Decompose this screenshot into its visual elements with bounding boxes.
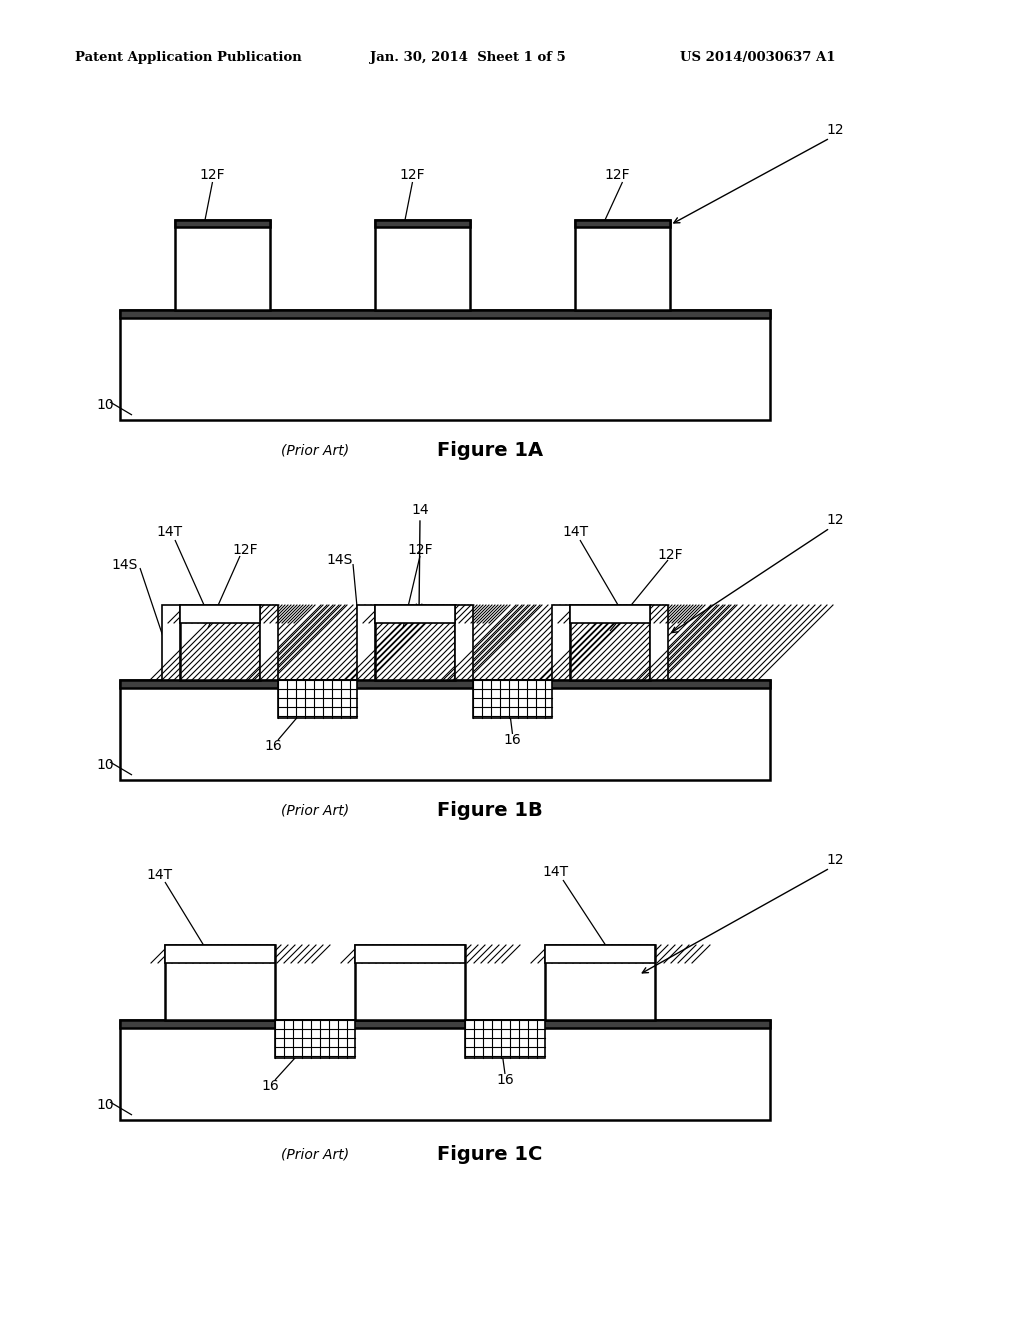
- Bar: [465, 1020, 545, 1059]
- Bar: [162, 605, 180, 680]
- Bar: [375, 605, 455, 680]
- Bar: [355, 945, 465, 964]
- Bar: [120, 1020, 770, 1119]
- Bar: [165, 945, 275, 964]
- Bar: [175, 220, 270, 310]
- Text: (Prior Art): (Prior Art): [281, 1148, 349, 1162]
- Bar: [120, 310, 770, 318]
- Text: 14S: 14S: [112, 558, 138, 572]
- Text: US 2014/0030637 A1: US 2014/0030637 A1: [680, 50, 836, 63]
- Text: (Prior Art): (Prior Art): [281, 444, 349, 457]
- Bar: [465, 1020, 545, 1059]
- Text: Figure 1A: Figure 1A: [437, 441, 543, 459]
- Text: Patent Application Publication: Patent Application Publication: [75, 50, 302, 63]
- Bar: [473, 680, 552, 718]
- Bar: [278, 680, 357, 718]
- Bar: [275, 1020, 355, 1059]
- Text: Figure 1C: Figure 1C: [437, 1146, 543, 1164]
- Text: Jan. 30, 2014  Sheet 1 of 5: Jan. 30, 2014 Sheet 1 of 5: [370, 50, 565, 63]
- Bar: [357, 605, 375, 680]
- Text: 12: 12: [826, 123, 844, 137]
- Bar: [575, 220, 670, 310]
- Bar: [120, 680, 770, 780]
- Bar: [375, 605, 455, 623]
- Bar: [355, 945, 465, 964]
- Bar: [455, 605, 473, 680]
- Text: 16: 16: [504, 733, 521, 747]
- Bar: [278, 680, 357, 718]
- Bar: [180, 605, 260, 623]
- Bar: [570, 605, 650, 623]
- Bar: [545, 945, 655, 1020]
- Bar: [570, 605, 650, 680]
- Bar: [120, 680, 770, 688]
- Text: 12F: 12F: [200, 168, 225, 182]
- Text: 12F: 12F: [408, 543, 433, 557]
- Bar: [165, 945, 275, 964]
- Text: (Prior Art): (Prior Art): [281, 803, 349, 817]
- Bar: [275, 1020, 355, 1059]
- Text: 14T: 14T: [542, 865, 568, 879]
- Bar: [165, 945, 275, 1020]
- Text: 16: 16: [261, 1078, 279, 1093]
- Bar: [552, 605, 570, 680]
- Text: 12F: 12F: [232, 543, 258, 557]
- Bar: [575, 220, 670, 227]
- Text: 12: 12: [826, 853, 844, 867]
- Bar: [180, 605, 260, 680]
- Text: 14T: 14T: [157, 525, 183, 539]
- Bar: [455, 605, 473, 680]
- Text: Figure 1B: Figure 1B: [437, 800, 543, 820]
- Bar: [175, 220, 270, 227]
- Bar: [260, 605, 278, 680]
- Text: 14S: 14S: [327, 553, 353, 568]
- Bar: [162, 605, 180, 680]
- Text: 16: 16: [496, 1073, 514, 1086]
- Text: 10: 10: [96, 1098, 114, 1111]
- Bar: [545, 945, 655, 964]
- Bar: [375, 220, 470, 310]
- Text: 14T: 14T: [562, 525, 588, 539]
- Bar: [473, 680, 552, 718]
- Text: 16: 16: [264, 739, 282, 752]
- Bar: [355, 945, 465, 1020]
- Bar: [260, 605, 278, 680]
- Bar: [375, 220, 470, 227]
- Bar: [570, 605, 650, 623]
- Bar: [552, 605, 570, 680]
- Text: 10: 10: [96, 758, 114, 772]
- Text: 12F: 12F: [657, 548, 683, 562]
- Text: 10: 10: [96, 399, 114, 412]
- Text: 12F: 12F: [399, 168, 425, 182]
- Text: 14T: 14T: [146, 869, 173, 882]
- Bar: [545, 945, 655, 964]
- Text: 12: 12: [826, 513, 844, 527]
- Bar: [650, 605, 668, 680]
- Bar: [375, 605, 455, 623]
- Text: 12F: 12F: [605, 168, 631, 182]
- Bar: [357, 605, 375, 680]
- Bar: [180, 605, 260, 623]
- Bar: [120, 310, 770, 420]
- Text: 14: 14: [412, 503, 429, 517]
- Bar: [120, 1020, 770, 1028]
- Bar: [650, 605, 668, 680]
